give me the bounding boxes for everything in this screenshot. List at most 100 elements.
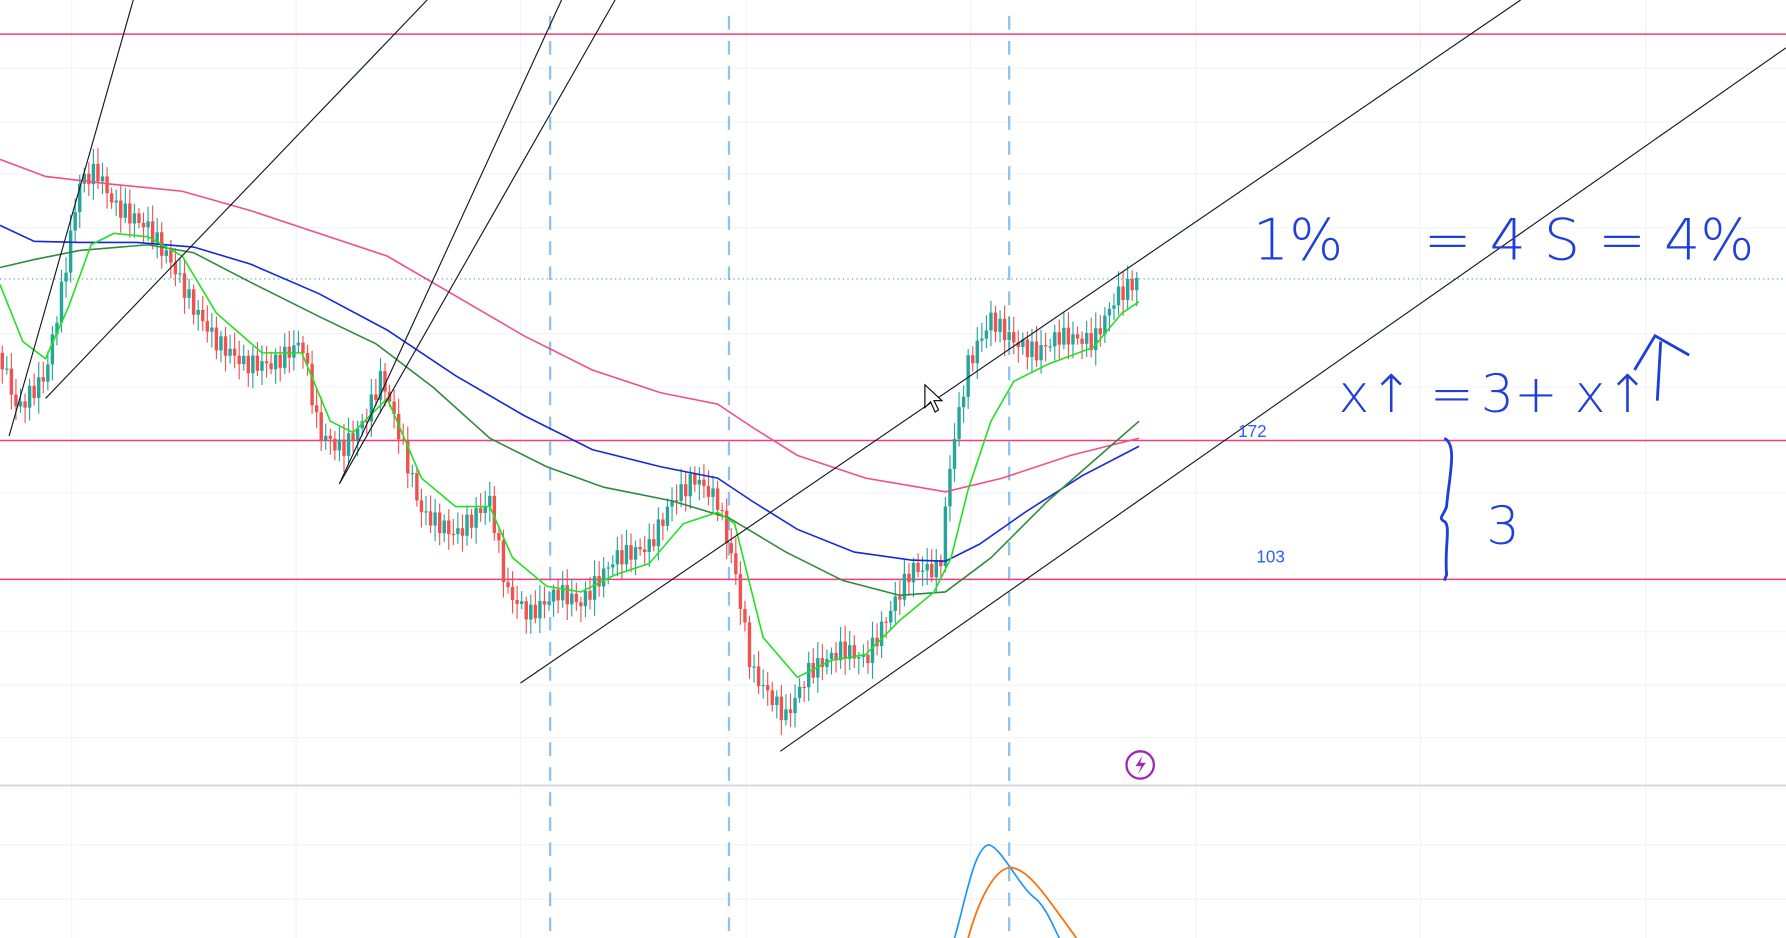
candle-body [437,512,442,534]
candle-body [228,348,232,356]
candle-body [620,550,624,565]
candle-body [406,439,410,474]
candle-body [46,364,50,382]
candle-body [460,528,465,536]
candle-body [369,394,374,422]
candle-body [1089,332,1093,351]
candle-body [916,562,920,572]
candle-body [907,573,911,583]
candle-body [260,361,264,371]
candle-body [187,289,191,298]
candle-body [592,576,597,600]
candle-body [18,401,23,407]
candle-body [738,574,743,609]
candle-body [214,327,219,351]
candle-body [96,163,100,182]
candle-body [9,368,14,395]
candle-body [246,355,251,374]
candle-body [91,163,96,185]
trend-lines [8,0,1786,752]
candle-body [488,495,492,507]
level-label: 172 [1238,422,1267,441]
candle-body [410,473,415,475]
candle-body [711,488,715,497]
candle-body [510,587,515,601]
candle-body [706,485,711,497]
candle-body [210,327,214,332]
candle-body [469,514,474,528]
candle-body [474,508,478,528]
candle-body [920,570,925,572]
candle-body [23,401,27,408]
candle-body [1135,277,1139,291]
candle-body [310,363,314,406]
candle-body [519,601,524,604]
handwritten-note: 3 [1486,496,1519,557]
candle-body [870,637,875,664]
candle-body [456,528,460,535]
candle-body [5,368,9,370]
candle-body [296,342,301,346]
candle-body [155,232,159,244]
candle-body [319,412,323,440]
candle-body [784,709,788,721]
candle-body [164,250,169,256]
candle-body [82,173,86,184]
candle-body [775,696,779,706]
candle-body [305,353,310,364]
candle-body [852,645,856,659]
candle-body [788,709,793,714]
candle-body [652,539,656,547]
candle-body [105,176,109,194]
candle-body [834,652,838,661]
candle-body [670,500,674,507]
candle-body [980,338,984,341]
candle-body [629,545,633,560]
candle-body [761,685,765,687]
candle-body [756,666,761,687]
candle-body [1039,345,1043,361]
candle-body [588,590,592,600]
candle-body [934,560,938,578]
candle-body [506,582,510,588]
candle-body [483,506,487,513]
candle-body [747,622,752,668]
candle-body [50,334,55,365]
candle-body [952,439,957,469]
candle-body [182,273,187,298]
candle-body [611,564,615,568]
candle-body [1066,327,1071,345]
candle-body [1057,332,1062,345]
candle-body [642,549,647,552]
candle-body [547,601,551,605]
ma-50 [0,243,1140,597]
candle-body [1080,338,1084,344]
candle-body [114,200,118,203]
candle-body [64,272,68,282]
handwritten-note: 3+ x↑ [1481,364,1650,425]
handwritten-note: = 4 S = 4% [1424,208,1755,274]
candle-body [724,510,729,544]
candle-body [451,534,456,536]
candle-body [542,600,547,605]
candle-body [597,576,601,587]
candle-body [501,540,506,583]
candle-body [606,567,610,569]
candle-body [433,512,437,526]
candle-body [515,600,519,604]
candle-body [292,345,296,358]
candle-body [943,506,948,567]
candle-body [957,407,961,440]
candle-body [242,355,246,365]
alert-icon[interactable] [1125,750,1155,780]
candle-body [401,439,405,441]
candle-body [465,514,469,536]
candle-body [638,546,642,550]
handwritten-note: x↑ = [1338,364,1473,425]
candle-body [14,394,18,407]
candle-body [829,652,834,660]
candle-body [948,468,952,507]
candle-body [866,654,870,664]
candle-body [624,545,629,565]
